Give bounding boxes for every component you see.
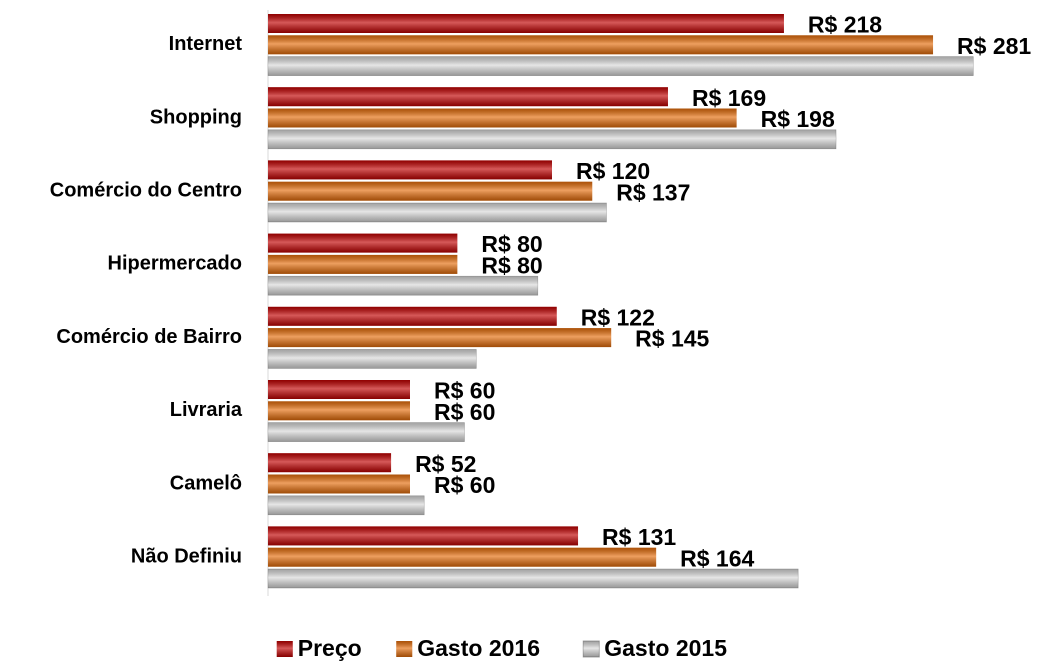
value-label: R$ 80: [481, 231, 542, 257]
bar-shine: [268, 526, 579, 546]
value-label: R$ 198: [761, 106, 835, 132]
bar-shine: [268, 108, 737, 128]
legend-label: Preço: [298, 635, 362, 661]
value-label: R$ 120: [576, 158, 650, 184]
value-label: R$ 164: [680, 545, 754, 571]
bar-shine: [268, 547, 657, 567]
legend-label: Gasto 2016: [417, 635, 540, 661]
bar-shine: [268, 401, 410, 421]
bar-shine: [268, 306, 557, 326]
category-label: Livraria: [170, 399, 243, 421]
bar-shine: [268, 349, 477, 369]
bar-shine: [268, 254, 458, 274]
value-label: R$ 60: [434, 472, 495, 498]
value-label: R$ 52: [415, 451, 476, 477]
bar-shine: [268, 422, 465, 442]
value-label: R$ 122: [581, 304, 655, 330]
bar-shine: [268, 87, 668, 107]
legend-label: Gasto 2015: [604, 635, 727, 661]
legend-swatch-shine: [276, 641, 293, 657]
category-label: Hipermercado: [108, 253, 243, 275]
value-label: R$ 137: [616, 179, 690, 205]
legend-swatch-shine: [396, 641, 413, 657]
bar-shine: [268, 276, 538, 296]
category-label: Camelô: [170, 472, 242, 494]
bar-shine: [268, 380, 410, 399]
category-label: Shopping: [150, 106, 242, 128]
bar-shine: [268, 453, 392, 473]
category-label: Comércio de Bairro: [56, 326, 242, 348]
value-label: R$ 145: [635, 326, 709, 352]
value-label: R$ 218: [808, 12, 882, 38]
value-label: R$ 80: [481, 252, 542, 278]
bar-shine: [268, 233, 458, 253]
bar-shine: [268, 56, 974, 76]
bar-shine: [268, 495, 425, 515]
value-label: R$ 60: [434, 399, 495, 425]
bar-shine: [268, 474, 410, 494]
category-label: Não Definiu: [131, 545, 242, 567]
value-label: R$ 281: [957, 33, 1031, 59]
bar-shine: [268, 14, 784, 33]
value-label: R$ 60: [434, 378, 495, 404]
value-label: R$ 131: [602, 524, 676, 550]
category-label: Internet: [169, 33, 243, 55]
bar-shine: [268, 35, 934, 55]
bar-shine: [268, 160, 552, 180]
bar-shine: [268, 203, 607, 222]
bar-shine: [268, 181, 593, 201]
bar-shine: [268, 569, 799, 588]
legend-swatch-shine: [583, 641, 600, 657]
value-label: R$ 169: [692, 85, 766, 111]
category-label: Comércio do Centro: [50, 179, 242, 201]
bar-shine: [268, 328, 612, 348]
bar-shine: [268, 129, 836, 149]
